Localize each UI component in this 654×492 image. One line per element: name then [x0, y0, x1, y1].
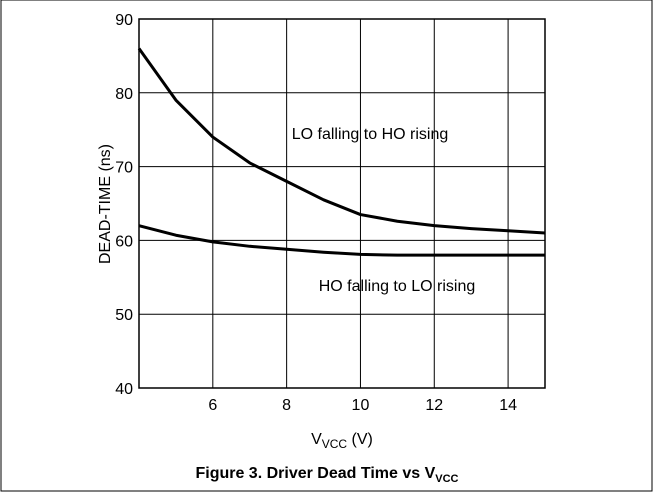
- y-tick-label: 70: [115, 160, 133, 177]
- x-label-main: V: [311, 431, 322, 448]
- x-label-sub: VCC: [322, 437, 348, 451]
- y-tick-label: 60: [115, 233, 133, 250]
- curve: [137, 47, 546, 235]
- x-tick-label: 12: [425, 397, 443, 414]
- caption-sub: VCC: [435, 473, 458, 485]
- x-tick-label: 8: [282, 397, 291, 414]
- x-label-unit: (V): [347, 431, 373, 448]
- caption: Figure 3. Driver Dead Time vs VVCC: [195, 465, 458, 485]
- y-tick-label: 50: [115, 307, 133, 324]
- x-tick-label: 6: [208, 397, 217, 414]
- x-axis-label: VVCC (V): [311, 431, 373, 451]
- y-tick-label: 40: [115, 381, 133, 398]
- x-tick-label: 14: [499, 397, 517, 414]
- y-tick-label: 90: [115, 12, 133, 29]
- x-tick-label: 10: [352, 397, 370, 414]
- series-label: LO falling to HO rising: [292, 126, 449, 143]
- curve: [138, 224, 545, 257]
- y-tick-label: 80: [115, 86, 133, 103]
- series-label: HO falling to LO rising: [319, 278, 476, 295]
- plot-border: [138, 18, 546, 389]
- caption-main: Figure 3. Driver Dead Time vs V: [195, 465, 435, 482]
- y-axis-label: DEAD-TIME (ns): [97, 144, 114, 264]
